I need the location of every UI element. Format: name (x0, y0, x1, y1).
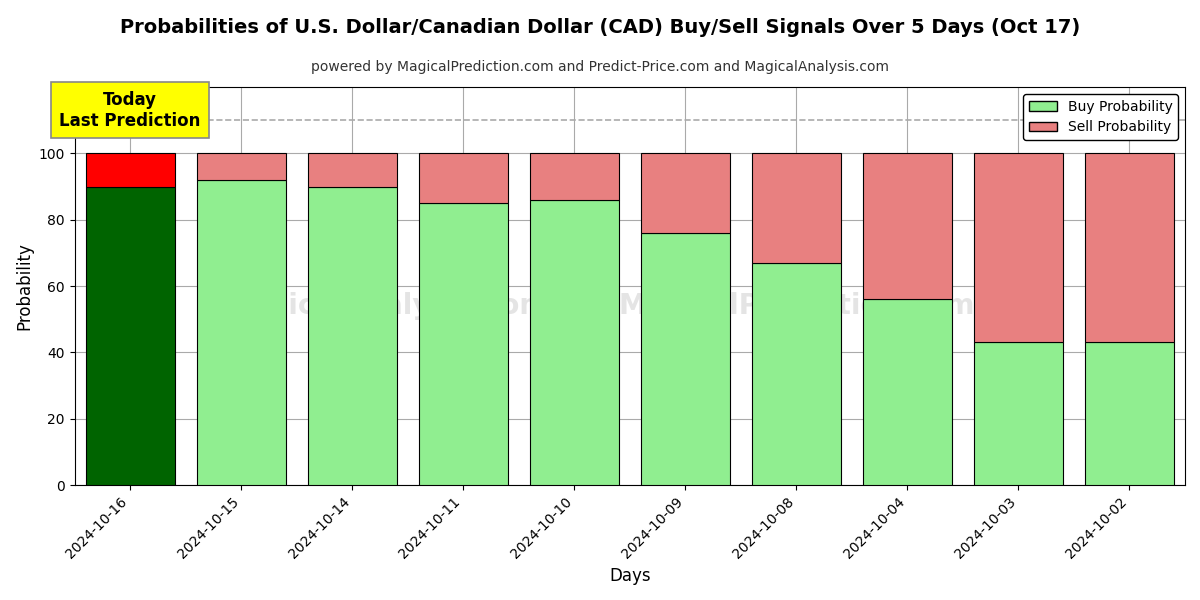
Bar (197, 154, 286, 180)
Text: Probabilities of U.S. Dollar/Canadian Dollar (CAD) Buy/Sell Signals Over 5 Days : Probabilities of U.S. Dollar/Canadian Do… (120, 18, 1080, 37)
Bar (197, 180, 286, 485)
Bar (419, 154, 508, 203)
Bar (974, 154, 1063, 343)
Bar (308, 187, 397, 485)
Bar (419, 203, 508, 485)
Bar (641, 154, 730, 233)
Bar (974, 343, 1063, 485)
X-axis label: Days: Days (610, 567, 650, 585)
Legend: Buy Probability, Sell Probability: Buy Probability, Sell Probability (1024, 94, 1178, 140)
Bar (1085, 154, 1174, 343)
Text: Today
Last Prediction: Today Last Prediction (60, 91, 200, 130)
Bar (530, 154, 619, 200)
Text: powered by MagicalPrediction.com and Predict-Price.com and MagicalAnalysis.com: powered by MagicalPrediction.com and Pre… (311, 60, 889, 74)
Bar (530, 200, 619, 485)
Bar (863, 154, 952, 299)
Text: MagicalAnalysis.com: MagicalAnalysis.com (222, 292, 548, 320)
Bar (85, 154, 174, 187)
Bar (752, 154, 841, 263)
Y-axis label: Probability: Probability (16, 242, 34, 330)
Text: MagicalPrediction.com: MagicalPrediction.com (618, 292, 974, 320)
Bar (1085, 343, 1174, 485)
Bar (863, 299, 952, 485)
Bar (308, 154, 397, 187)
Bar (85, 187, 174, 485)
Bar (641, 233, 730, 485)
Bar (752, 263, 841, 485)
